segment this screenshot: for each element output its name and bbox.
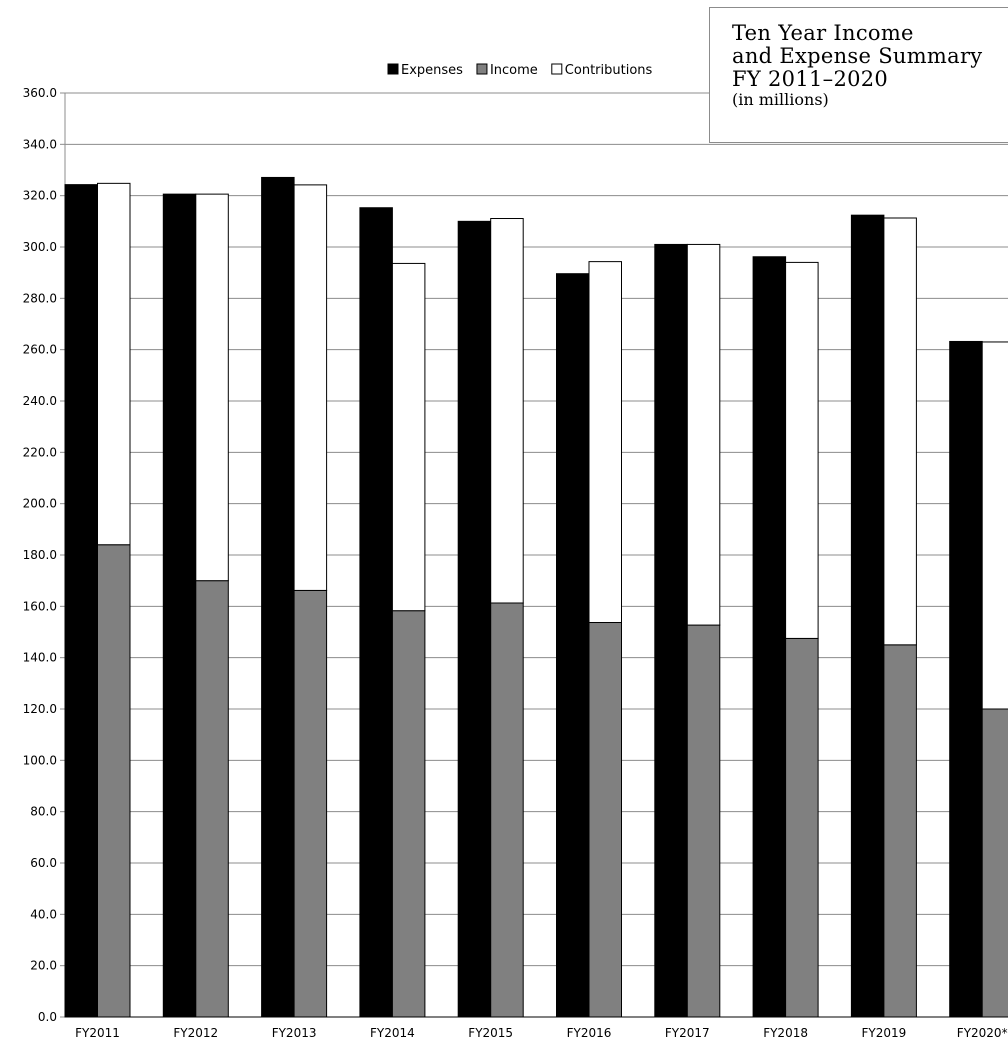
- legend-swatch: [551, 63, 563, 75]
- chart-title-line-1: Ten Year Income: [732, 21, 914, 45]
- bar-expenses: [949, 340, 983, 1018]
- bars: [64, 176, 1008, 1018]
- bar-expenses: [64, 184, 98, 1018]
- x-tick-label: FY2019: [862, 1026, 907, 1040]
- y-tick-label: 300.0: [23, 240, 57, 254]
- y-tick-label: 260.0: [23, 343, 57, 357]
- bar-contributions: [391, 262, 426, 612]
- bar-contributions: [490, 218, 524, 604]
- chart-title-line-2: and Expense Summary: [732, 44, 983, 68]
- bar-expenses: [162, 193, 197, 1018]
- y-tick-label: 240.0: [23, 394, 57, 408]
- y-tick-label: 160.0: [23, 599, 57, 613]
- y-tick-label: 120.0: [23, 702, 57, 716]
- bar-income: [588, 622, 622, 1018]
- y-tick-label: 60.0: [30, 856, 57, 870]
- y-tick-label: 280.0: [23, 291, 57, 305]
- bar-income: [686, 624, 721, 1018]
- chart-subtitle: (in millions): [732, 90, 829, 109]
- y-tick-label: 320.0: [23, 189, 57, 203]
- legend-swatch: [476, 63, 488, 75]
- y-tick-label: 200.0: [23, 497, 57, 511]
- chart-title-line-3: FY 2011–2020: [732, 67, 889, 91]
- y-tick-label: 220.0: [23, 445, 57, 459]
- bar-expenses: [556, 273, 590, 1018]
- legend-swatch: [387, 63, 399, 75]
- bar-expenses: [261, 176, 295, 1018]
- legend-label: Expenses: [401, 63, 463, 78]
- bar-contributions: [293, 184, 328, 591]
- y-tick-label: 100.0: [23, 753, 57, 767]
- x-tick-label: FY2011: [75, 1026, 120, 1040]
- x-tick-label: FY2020*: [957, 1026, 1008, 1040]
- bar-expenses: [850, 214, 885, 1018]
- x-tick-label: FY2017: [665, 1026, 710, 1040]
- bar-contributions: [981, 341, 1008, 710]
- x-tick-label: FY2013: [272, 1026, 317, 1040]
- legend-label: Contributions: [565, 63, 653, 78]
- y-tick-label: 360.0: [23, 86, 57, 100]
- bar-expenses: [457, 220, 492, 1018]
- bar-contributions: [686, 243, 721, 626]
- y-axis: 0.0 20.0 40.0 60.0 80.0 100.0 120.0 140.0 160.0 1…: [23, 86, 66, 1024]
- y-tick-label: 340.0: [23, 137, 57, 151]
- bar-expenses: [752, 256, 787, 1018]
- y-tick-label: 20.0: [30, 959, 57, 973]
- chart-title-box: Ten Year Income and Expense Summary FY 2…: [709, 7, 1008, 143]
- y-tick-label: 40.0: [30, 907, 57, 921]
- bar-expenses: [654, 243, 688, 1018]
- bar-income: [981, 708, 1008, 1018]
- legend-label: Income: [490, 63, 538, 78]
- y-tick-label: 140.0: [23, 651, 57, 665]
- bar-income: [883, 644, 917, 1018]
- bar-income: [97, 544, 131, 1018]
- x-tick-label: FY2016: [567, 1026, 612, 1040]
- bar-contributions: [883, 217, 917, 646]
- x-tick-label: FY2015: [468, 1026, 513, 1040]
- bar-income: [293, 589, 328, 1018]
- bar-income: [195, 580, 229, 1018]
- bar-expenses: [359, 207, 393, 1018]
- x-tick-label: FY2014: [370, 1026, 415, 1040]
- y-tick-label: 80.0: [30, 805, 57, 819]
- bar-income: [490, 602, 524, 1018]
- bar-contributions: [785, 261, 819, 639]
- bar-contributions: [588, 261, 622, 624]
- legend: Expenses Income Contributions: [387, 63, 653, 78]
- bar-contributions: [195, 193, 229, 582]
- y-tick-label: 0.0: [38, 1010, 57, 1024]
- x-axis: FY2011 FY2012 FY2013 FY2014 FY2015 FY2016 FY20…: [65, 1016, 1008, 1040]
- bar-income: [785, 637, 819, 1018]
- y-tick-label: 180.0: [23, 548, 57, 562]
- x-tick-label: FY2018: [763, 1026, 808, 1040]
- bar-contributions: [97, 182, 131, 546]
- x-tick-label: FY2012: [173, 1026, 218, 1040]
- bar-income: [391, 610, 426, 1018]
